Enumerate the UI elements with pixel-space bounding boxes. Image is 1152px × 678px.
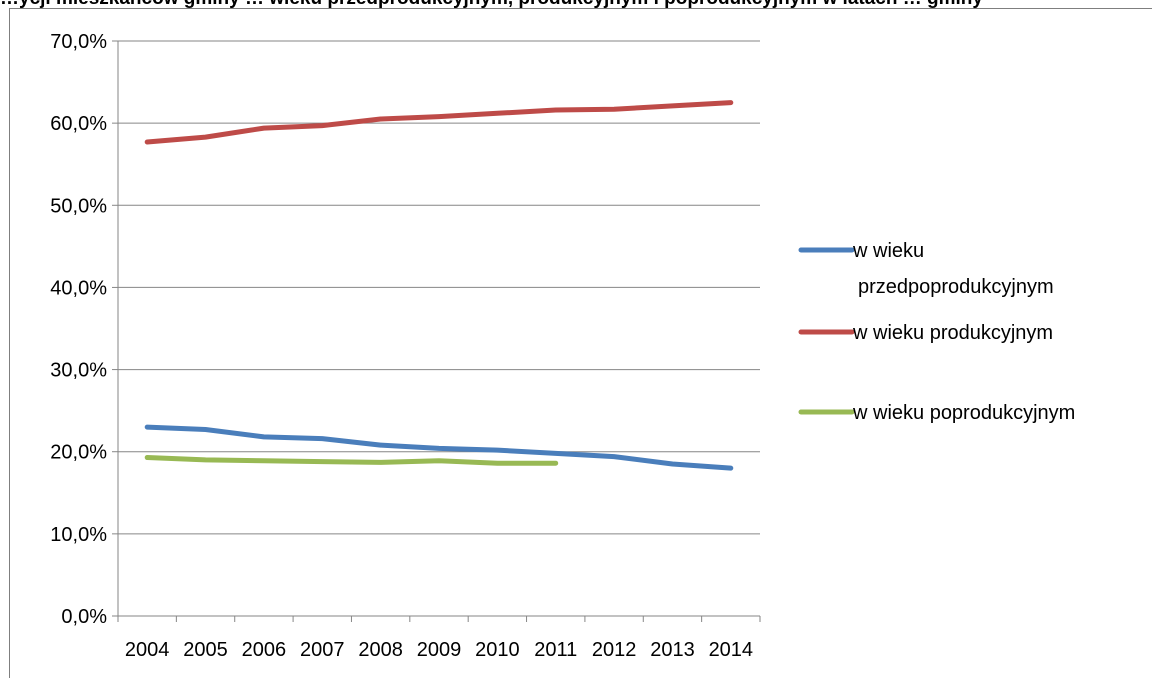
y-tick-label: 0,0% (61, 606, 107, 628)
x-tick-label: 2014 (709, 639, 754, 661)
y-tick-label: 40,0% (50, 277, 107, 299)
chart-title-clipped: …ycji mieszkańców gminy … wieku przedpro… (0, 0, 1152, 10)
x-tick-label: 2006 (242, 639, 287, 661)
series-line (144, 100, 734, 145)
x-tick-label: 2013 (650, 639, 695, 661)
x-tick-label: 2005 (183, 639, 228, 661)
x-tick-label: 2008 (358, 639, 403, 661)
y-tick-label: 30,0% (50, 360, 107, 382)
x-tick-label: 2009 (417, 639, 462, 661)
legend-label: przedpoprodukcyjnym (858, 276, 1054, 298)
y-tick-label: 10,0% (50, 524, 107, 546)
x-tick-label: 2004 (125, 639, 170, 661)
x-tick-label: 2011 (534, 639, 577, 661)
legend-label: w wieku poprodukcyjnym (852, 402, 1075, 424)
x-tick-label: 2010 (475, 639, 520, 661)
y-tick-label: 50,0% (50, 195, 107, 217)
y-tick-label: 20,0% (50, 442, 107, 464)
legend-label: w wieku produkcyjnym (852, 322, 1053, 344)
y-tick-label: 70,0% (50, 31, 107, 53)
x-tick-label: 2012 (592, 639, 637, 661)
chart-title-text: …ycji mieszkańców gminy … wieku przedpro… (0, 0, 983, 10)
chart-frame (9, 8, 1152, 678)
legend-label: w wieku (852, 240, 924, 262)
y-tick-label: 60,0% (50, 113, 107, 135)
series-line (144, 455, 559, 466)
x-tick-label: 2007 (300, 639, 345, 661)
